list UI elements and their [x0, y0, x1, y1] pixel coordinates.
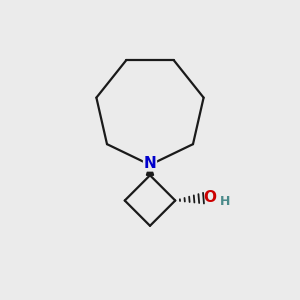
Text: O: O	[203, 190, 217, 205]
Polygon shape	[146, 165, 154, 175]
Text: N: N	[144, 156, 156, 171]
Text: H: H	[220, 195, 230, 208]
